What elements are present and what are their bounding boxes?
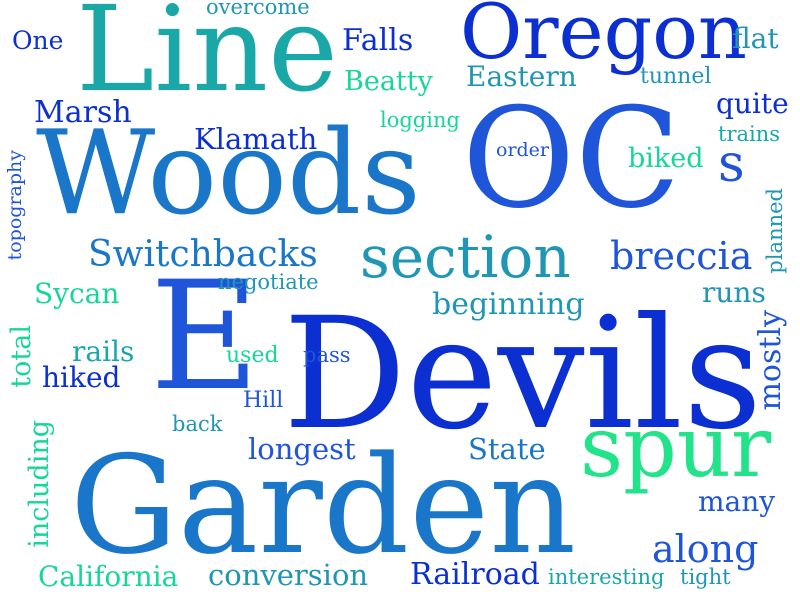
word-longest: longest	[248, 432, 356, 466]
word-marsh: Marsh	[34, 95, 132, 130]
word-mostly: mostly	[753, 310, 788, 411]
word-eastern: Eastern	[466, 60, 577, 93]
word-sycan: Sycan	[34, 277, 120, 310]
word-planned: planned	[763, 188, 787, 274]
word-topography: topography	[4, 150, 26, 261]
word-including: including	[24, 420, 55, 548]
word-biked: biked	[628, 143, 704, 174]
word-oregon: Oregon	[460, 0, 747, 76]
word-many: many	[698, 485, 776, 518]
word-klamath: Klamath	[194, 122, 318, 156]
word-s: s	[718, 134, 745, 194]
word-devils: Devils	[283, 285, 763, 464]
word-hill: Hill	[243, 388, 284, 413]
word-e: E	[150, 250, 260, 424]
word-interesting: interesting	[548, 565, 665, 589]
word-beginning: beginning	[432, 287, 585, 322]
word-logging: logging	[380, 108, 460, 132]
word-runs: runs	[702, 276, 766, 309]
word-quite: quite	[716, 87, 789, 120]
word-tight: tight	[680, 565, 731, 589]
word-beatty: Beatty	[344, 66, 433, 97]
word-pass: pass	[303, 343, 351, 367]
word-switchbacks: Switchbacks	[88, 234, 318, 275]
word-along: along	[652, 527, 759, 571]
word-total: total	[6, 325, 37, 388]
word-back: back	[172, 412, 223, 436]
word-one: One	[12, 26, 64, 55]
word-negotiate: negotiate	[218, 270, 319, 294]
word-california: California	[38, 560, 179, 593]
word-breccia: breccia	[610, 234, 753, 278]
word-overcome: overcome	[206, 0, 310, 19]
word-railroad: Railroad	[410, 557, 540, 592]
word-used: used	[226, 343, 279, 368]
word-section: section	[360, 223, 571, 291]
word-tunnel: tunnel	[640, 64, 712, 89]
word-hiked: hiked	[42, 361, 121, 394]
word-spur: spur	[580, 398, 772, 496]
word-line: Line	[76, 0, 338, 118]
word-flat: flat	[732, 22, 779, 55]
word-garden: Garden	[70, 427, 577, 584]
word-trains: trains	[718, 122, 781, 146]
word-conversion: conversion	[208, 558, 369, 592]
word-state: State	[468, 432, 546, 466]
word-woods: Woods	[36, 106, 421, 241]
word-falls: Falls	[342, 23, 414, 58]
word-oc: OC	[462, 78, 681, 239]
word-order: order	[496, 139, 550, 161]
word-rails: rails	[72, 335, 135, 368]
